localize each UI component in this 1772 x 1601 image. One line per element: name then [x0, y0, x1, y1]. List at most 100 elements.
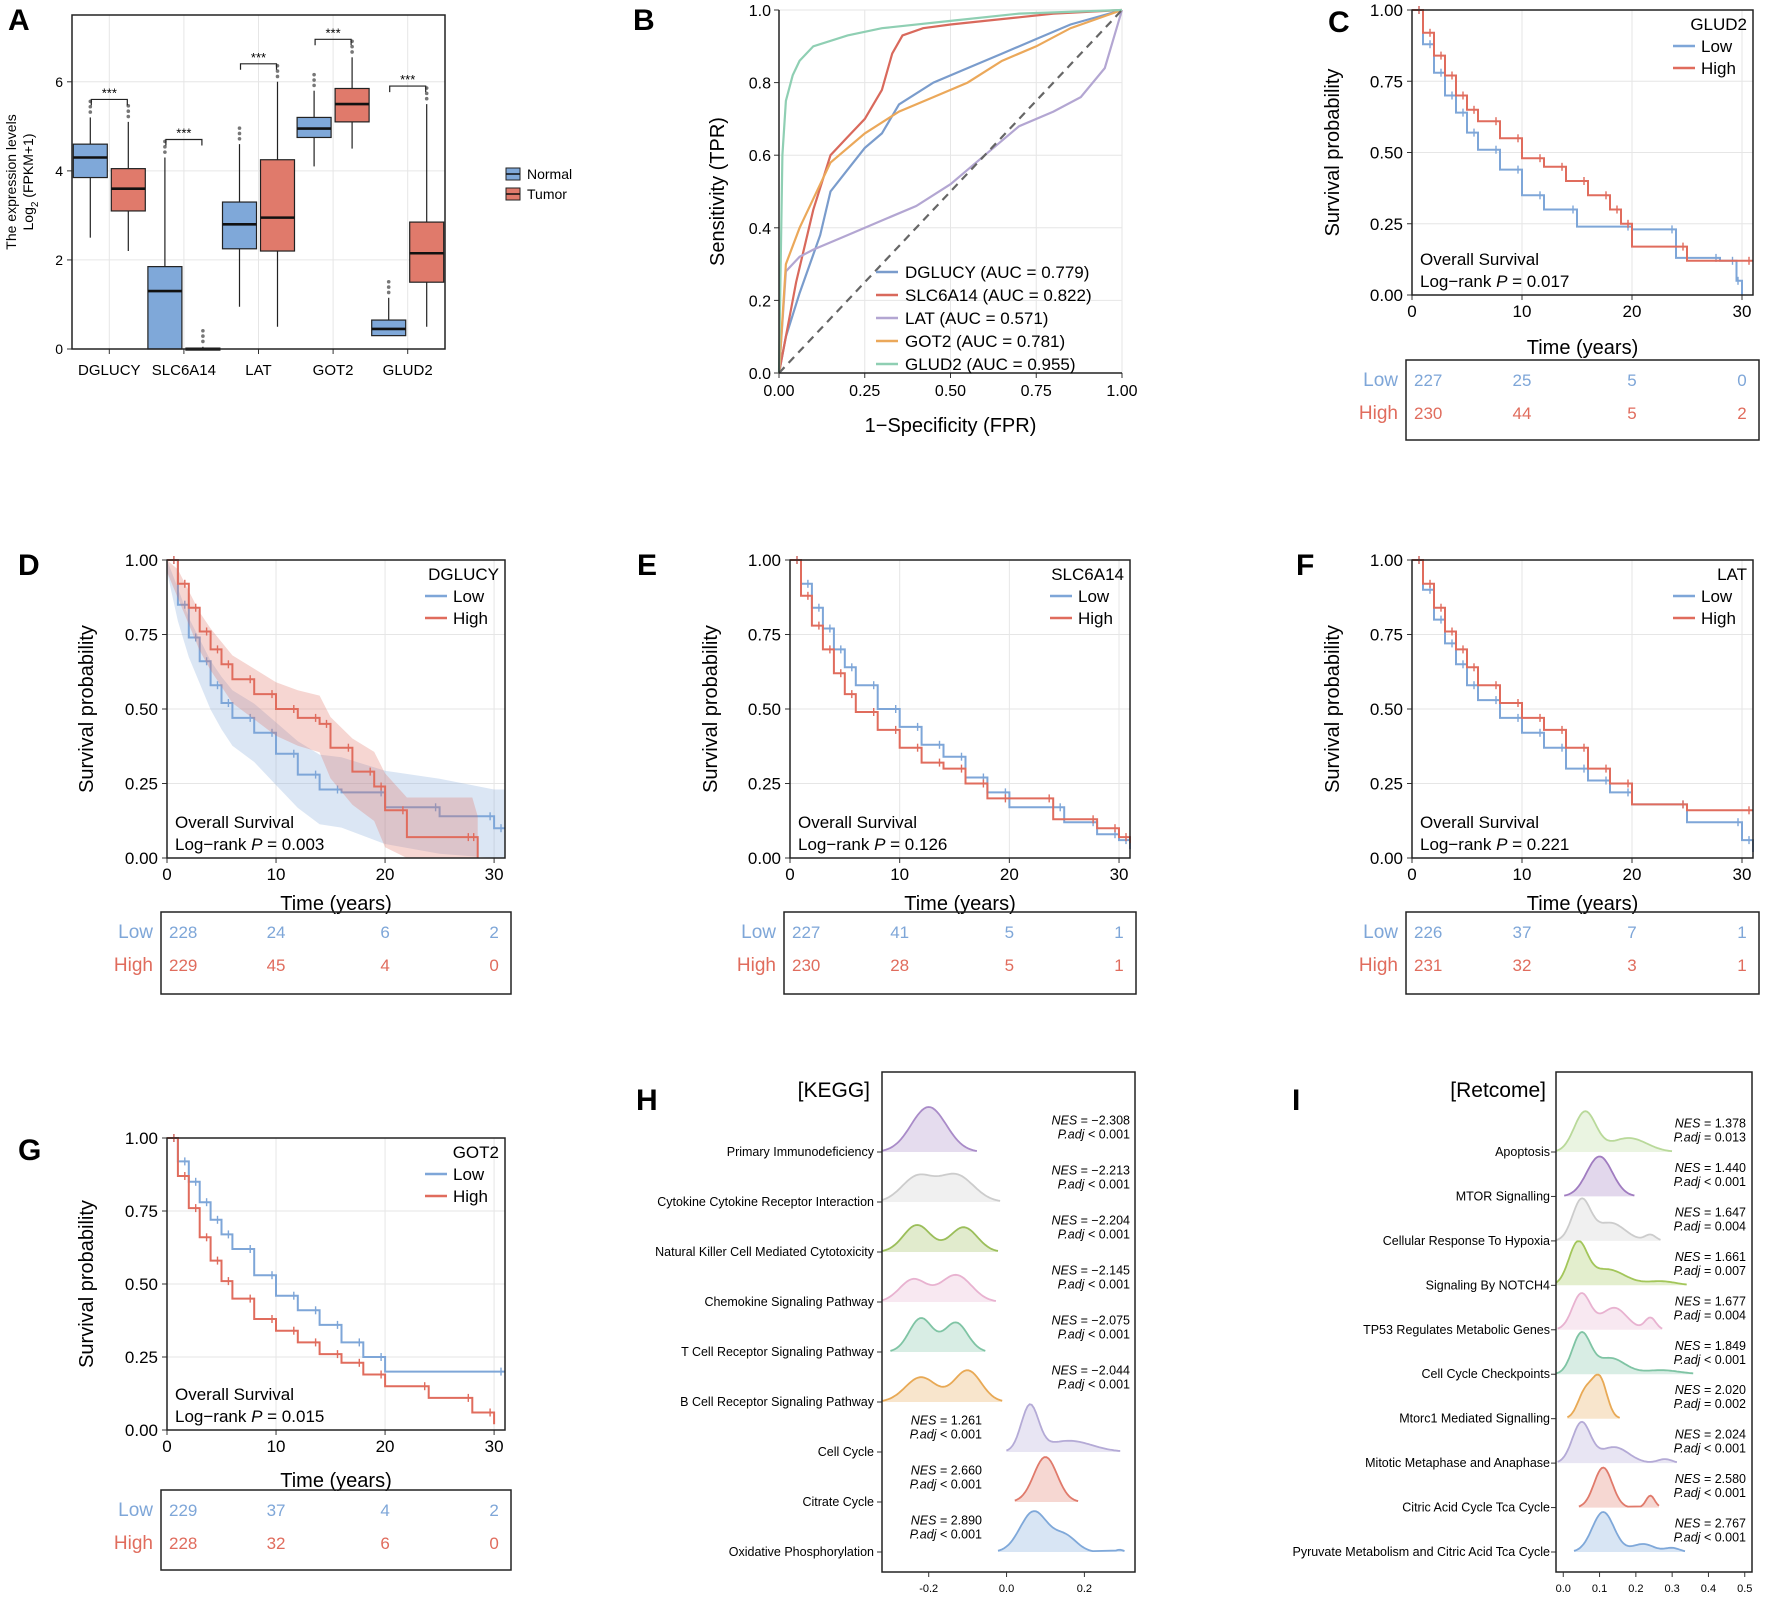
nes-text: NES = 2.890 — [911, 1514, 982, 1528]
padj-symbol: P.adj — [1674, 1442, 1702, 1456]
risk-table-count: 3 — [1627, 956, 1636, 975]
legend-title: DGLUCY — [428, 565, 499, 584]
plot-frame — [166, 1137, 506, 1431]
y-axis-label: Survival probability — [1322, 69, 1344, 237]
x-axis-label: 1−Specificity (FPR) — [865, 415, 1037, 437]
padj-text: P.adj < 0.001 — [1674, 1442, 1746, 1456]
risk-table-count: 4 — [380, 956, 389, 975]
y-label-rest: (FPKM+1) — [20, 134, 36, 202]
significance-label: *** — [251, 50, 266, 65]
x-tick-label: 30 — [1733, 865, 1752, 884]
risk-table-count: 37 — [267, 1501, 286, 1520]
risk-table-count: 41 — [890, 923, 909, 942]
ridge-fill — [890, 1318, 986, 1352]
x-tick-label: 1.00 — [1106, 383, 1137, 400]
pathway-label: Mtorc1 Mediated Signalling — [1399, 1412, 1550, 1426]
padj-text: P.adj < 0.001 — [910, 1478, 982, 1492]
nes-text: NES = 2.767 — [1675, 1517, 1746, 1531]
risk-table-count: 227 — [1414, 371, 1442, 390]
survival-title: Overall Survival — [1420, 813, 1539, 832]
ridge-fill — [1556, 1198, 1661, 1241]
risk-table-count: 228 — [169, 1534, 197, 1553]
pathway-label: Oxidative Phosphorylation — [729, 1545, 874, 1559]
legend-label: Low — [1701, 587, 1733, 606]
padj-value: < 0.001 — [936, 1528, 982, 1542]
padj-value: = 0.007 — [1700, 1264, 1746, 1278]
survival-curve-high — [790, 559, 1131, 844]
padj-value: < 0.001 — [1084, 1178, 1130, 1192]
nes-value: = 1.261 — [936, 1414, 982, 1428]
p-symbol: P — [251, 835, 263, 854]
outlier-point — [201, 334, 205, 338]
x-tick-label: 20 — [1623, 302, 1642, 321]
risk-table-count: 6 — [380, 923, 389, 942]
outlier-point — [424, 96, 429, 101]
nes-symbol: NES — [1675, 1428, 1701, 1442]
risk-table-count: 229 — [169, 1501, 197, 1520]
plot-frame — [881, 1071, 1136, 1573]
risk-table-count: 1 — [1737, 956, 1746, 975]
plot-frame — [1411, 559, 1754, 859]
padj-value: < 0.001 — [1084, 1328, 1130, 1342]
padj-text: P.adj = 0.002 — [1674, 1397, 1746, 1411]
risk-table-count: 25 — [1513, 371, 1532, 390]
padj-symbol: P.adj — [1674, 1353, 1702, 1367]
significance-label: *** — [102, 85, 117, 100]
nes-text: NES = 1.661 — [1675, 1250, 1746, 1264]
legend-title: SLC6A14 — [1051, 565, 1124, 584]
ridge-line — [881, 1369, 1003, 1402]
ridge-title: [Retcome] — [1450, 1079, 1546, 1102]
padj-value: < 0.001 — [1700, 1486, 1746, 1500]
logrank-prefix: Log−rank — [1420, 835, 1496, 854]
ridge-fill — [1557, 1421, 1677, 1464]
pathway-label: B Cell Receptor Signaling Pathway — [680, 1395, 875, 1409]
pathway-label: Apoptosis — [1495, 1145, 1550, 1159]
y-tick-label: 0.4 — [749, 221, 771, 238]
risk-table-row-label: Low — [1363, 370, 1398, 391]
y-axis-label: Survival probability — [76, 1200, 98, 1368]
legend-label: Tumor — [527, 186, 567, 202]
ridge-fill — [882, 1370, 1003, 1402]
category-label: GLUD2 — [383, 362, 433, 379]
pathway-label: Citric Acid Cycle Tca Cycle — [1402, 1501, 1550, 1515]
logrank-text: Log−rank P = 0.126 — [798, 835, 947, 854]
risk-table-count: 44 — [1513, 404, 1532, 423]
pathway-label: Cell Cycle — [818, 1445, 874, 1459]
category-label: LAT — [245, 362, 271, 379]
y-tick-label: 0.8 — [749, 76, 771, 93]
legend-label: GLUD2 (AUC = 0.955) — [905, 355, 1076, 374]
y-tick-label: 2 — [55, 252, 63, 268]
plot-frame — [166, 559, 506, 859]
y-tick-label: 0.75 — [1370, 72, 1403, 91]
padj-symbol: P.adj — [910, 1478, 938, 1492]
y-tick-label: 0.50 — [748, 700, 781, 719]
padj-symbol: P.adj — [1674, 1219, 1702, 1233]
survival-curve-high — [167, 559, 479, 858]
x-tick-label: 20 — [376, 1437, 395, 1456]
y-tick-label: 0.00 — [125, 849, 158, 868]
pathway-label: Citrate Cycle — [802, 1495, 874, 1509]
padj-text: P.adj = 0.004 — [1674, 1308, 1746, 1322]
risk-table-count: 6 — [380, 1534, 389, 1553]
nes-text: NES = −2.308 — [1051, 1114, 1130, 1128]
ridge-line — [881, 1172, 1001, 1202]
x-tick-label: 20 — [376, 865, 395, 884]
panel-label: H — [636, 1084, 658, 1117]
risk-table-count: 0 — [489, 1534, 498, 1553]
risk-table-row-label: High — [114, 955, 153, 976]
y-tick-label: 0.25 — [1370, 215, 1403, 234]
ridge-line — [1006, 1403, 1121, 1452]
y-tick-label: 0.50 — [1370, 700, 1403, 719]
significance-bracket — [165, 138, 203, 146]
risk-table-count: 5 — [1005, 956, 1014, 975]
pathway-label: Cytokine Cytokine Receptor Interaction — [657, 1195, 874, 1209]
ridge-line — [1566, 1373, 1621, 1419]
survival-curve-high — [1412, 9, 1753, 262]
legend-label: LAT (AUC = 0.571) — [905, 309, 1048, 328]
padj-text: P.adj < 0.001 — [1674, 1353, 1746, 1367]
legend-title: GLUD2 — [1690, 15, 1747, 34]
x-tick-label: 10 — [267, 865, 286, 884]
padj-symbol: P.adj — [1058, 1378, 1086, 1392]
risk-table-count: 4 — [380, 1501, 389, 1520]
logrank-text: Log−rank P = 0.015 — [175, 1407, 324, 1426]
